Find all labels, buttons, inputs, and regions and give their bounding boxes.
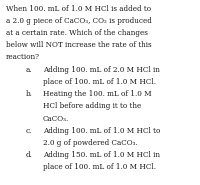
Text: place of 100. mL of 1.0 M HCl.: place of 100. mL of 1.0 M HCl.: [43, 163, 156, 171]
Text: below will NOT increase the rate of this: below will NOT increase the rate of this: [6, 41, 152, 49]
Text: at a certain rate. Which of the changes: at a certain rate. Which of the changes: [6, 29, 148, 37]
Text: Adding 100. mL of 2.0 M HCl in: Adding 100. mL of 2.0 M HCl in: [43, 66, 160, 74]
Text: place of 100. mL of 1.0 M HCl.: place of 100. mL of 1.0 M HCl.: [43, 78, 156, 86]
Text: d.: d.: [26, 151, 33, 159]
Text: HCl before adding it to the: HCl before adding it to the: [43, 102, 141, 110]
Text: Adding 100. mL of 1.0 M HCl to: Adding 100. mL of 1.0 M HCl to: [43, 127, 160, 135]
Text: Adding 150. mL of 1.0 M HCl in: Adding 150. mL of 1.0 M HCl in: [43, 151, 160, 159]
Text: b.: b.: [26, 90, 33, 98]
Text: a.: a.: [26, 66, 32, 74]
Text: Heating the 100. mL of 1.0 M: Heating the 100. mL of 1.0 M: [43, 90, 152, 98]
Text: CaCO₃.: CaCO₃.: [43, 115, 69, 122]
Text: When 100. mL of 1.0 M HCl is added to: When 100. mL of 1.0 M HCl is added to: [6, 5, 151, 13]
Text: reaction?: reaction?: [6, 53, 40, 61]
Text: a 2.0 g piece of CaCO₃, CO₂ is produced: a 2.0 g piece of CaCO₃, CO₂ is produced: [6, 17, 152, 25]
Text: 2.0 g of powdered CaCO₃.: 2.0 g of powdered CaCO₃.: [43, 139, 138, 147]
Text: c.: c.: [26, 127, 32, 135]
